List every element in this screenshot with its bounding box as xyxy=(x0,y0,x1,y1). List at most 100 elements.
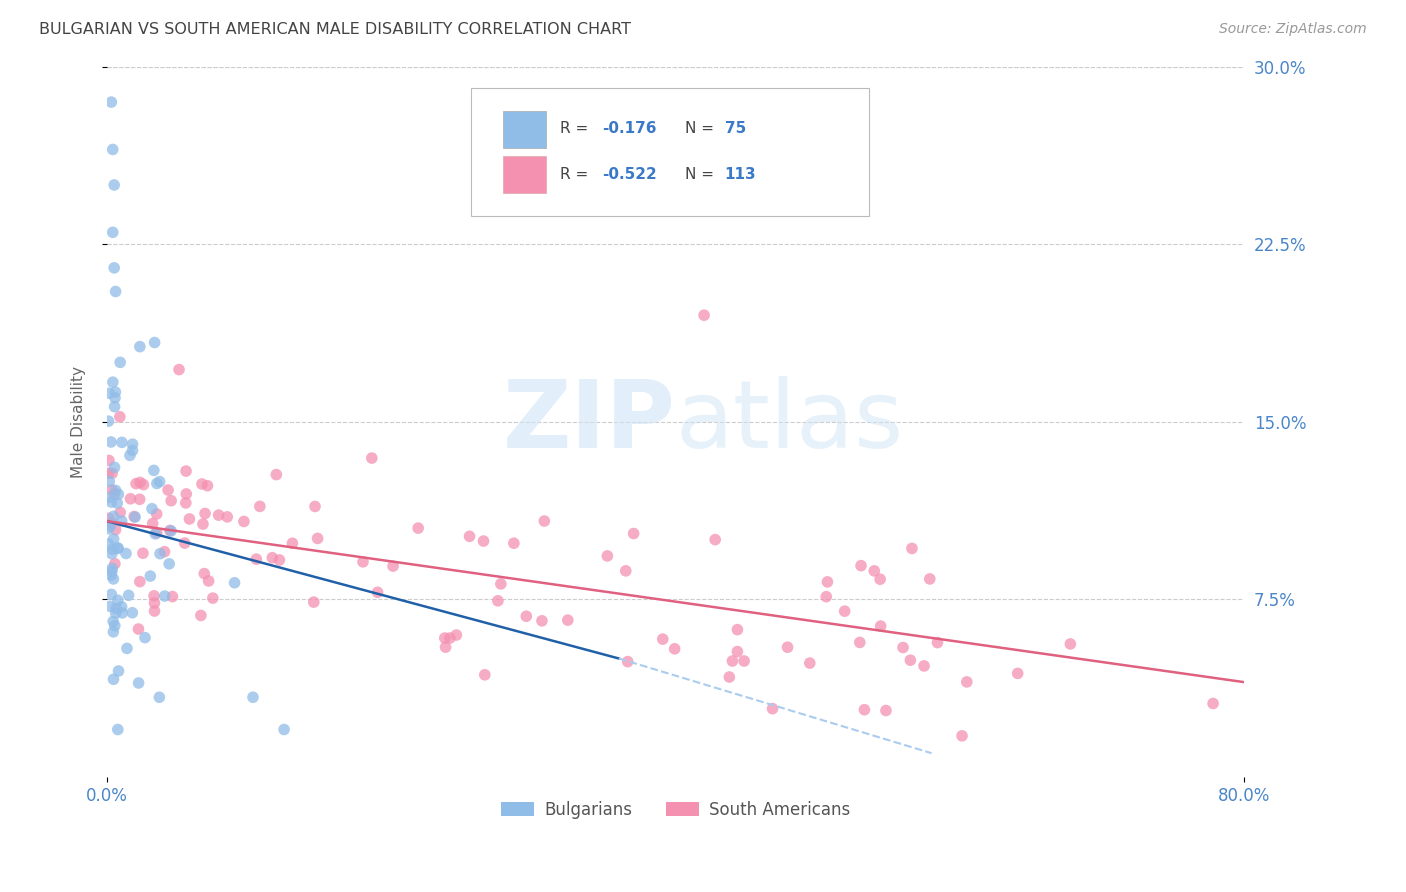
Point xyxy=(141,501,163,516)
Point xyxy=(863,564,886,578)
Point xyxy=(718,670,741,684)
Point xyxy=(162,590,184,604)
Point xyxy=(97,414,120,428)
Point xyxy=(266,467,288,482)
Point xyxy=(614,564,637,578)
Point xyxy=(115,546,138,560)
Point xyxy=(853,703,876,717)
Point xyxy=(128,676,150,690)
Point xyxy=(143,526,166,541)
Point xyxy=(143,335,166,350)
Point xyxy=(132,477,155,491)
Point xyxy=(122,509,145,524)
Point xyxy=(651,632,673,647)
Point xyxy=(139,569,162,583)
Point xyxy=(224,575,246,590)
Point xyxy=(97,537,120,551)
Point xyxy=(433,631,456,645)
Point xyxy=(103,260,125,275)
Point xyxy=(108,505,131,519)
Point xyxy=(153,544,176,558)
Text: atlas: atlas xyxy=(676,376,904,467)
Point xyxy=(815,590,838,604)
Point xyxy=(533,514,555,528)
Point xyxy=(776,640,799,655)
Point xyxy=(502,536,524,550)
Point xyxy=(918,572,941,586)
Point xyxy=(1007,666,1029,681)
Point xyxy=(108,409,131,424)
Point xyxy=(956,674,979,689)
Point xyxy=(103,624,125,639)
Point xyxy=(194,507,217,521)
Point xyxy=(100,516,122,530)
Point xyxy=(146,476,169,491)
Point xyxy=(174,496,197,510)
Point xyxy=(97,467,120,481)
Point xyxy=(869,619,891,633)
Point xyxy=(174,487,197,501)
Point xyxy=(360,451,382,466)
Text: N =: N = xyxy=(685,121,718,136)
Point xyxy=(98,599,121,614)
Point xyxy=(108,355,131,369)
Legend: Bulgarians, South Americans: Bulgarians, South Americans xyxy=(495,794,858,825)
Point xyxy=(124,510,146,524)
Point xyxy=(128,574,150,589)
Point xyxy=(197,574,219,588)
Point xyxy=(623,526,645,541)
Point xyxy=(100,568,122,582)
Point xyxy=(157,483,180,497)
Point xyxy=(101,467,124,481)
Text: R =: R = xyxy=(560,121,593,136)
Y-axis label: Male Disability: Male Disability xyxy=(72,366,86,478)
Point xyxy=(1202,697,1225,711)
Point xyxy=(100,434,122,449)
Text: R =: R = xyxy=(560,167,593,182)
Point xyxy=(104,483,127,498)
Point xyxy=(721,654,744,668)
Text: ZIP: ZIP xyxy=(503,376,676,467)
Point xyxy=(104,523,127,537)
Point xyxy=(115,641,138,656)
Point xyxy=(439,631,461,645)
Point xyxy=(245,552,267,566)
Point xyxy=(367,585,389,599)
Point xyxy=(100,587,122,601)
Point xyxy=(98,475,121,489)
Point xyxy=(142,463,165,477)
Point xyxy=(458,529,481,543)
FancyBboxPatch shape xyxy=(503,112,546,148)
Point xyxy=(190,608,212,623)
Point xyxy=(117,588,139,602)
Point xyxy=(101,483,124,497)
Point xyxy=(891,640,914,655)
Point xyxy=(693,308,716,322)
Point xyxy=(101,542,124,557)
Point xyxy=(262,550,284,565)
Point xyxy=(103,572,125,586)
Point xyxy=(107,723,129,737)
Point xyxy=(664,641,686,656)
Point xyxy=(104,618,127,632)
Point xyxy=(104,285,127,299)
Point xyxy=(232,515,254,529)
Point xyxy=(201,591,224,606)
Point xyxy=(733,654,755,668)
Point xyxy=(100,95,122,109)
Point xyxy=(143,604,166,618)
Text: 75: 75 xyxy=(724,121,745,136)
Point xyxy=(149,475,172,489)
Point xyxy=(242,690,264,705)
Point xyxy=(121,437,143,451)
Point xyxy=(128,492,150,507)
Point xyxy=(103,400,125,414)
Point xyxy=(489,577,512,591)
Point xyxy=(875,704,897,718)
Text: -0.176: -0.176 xyxy=(602,121,657,136)
Point xyxy=(406,521,429,535)
Point xyxy=(107,541,129,555)
Point xyxy=(352,555,374,569)
Point xyxy=(101,615,124,629)
Point xyxy=(111,606,134,620)
